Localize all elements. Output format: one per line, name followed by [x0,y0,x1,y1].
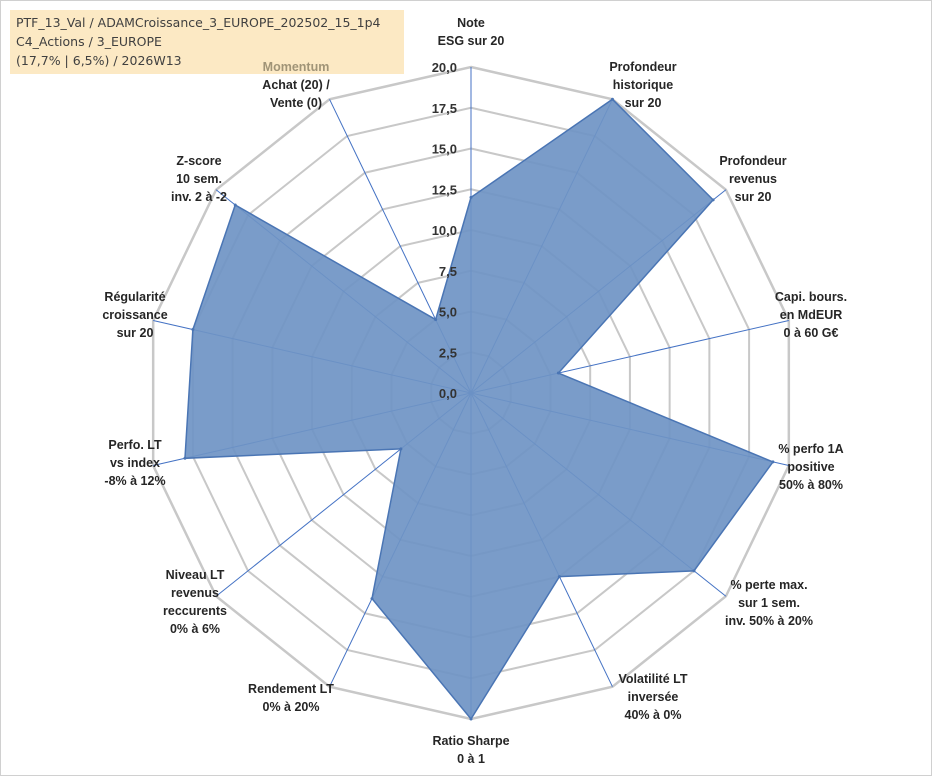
radar-series [183,97,775,721]
axis-label-group: Volatilité LT inversée 40% à 0% [619,672,688,722]
axis-label-group: Profondeur revenus sur 20 [719,154,786,204]
axis-label: Régularité [104,290,165,304]
axis-label: -8% à 12% [104,474,165,488]
axis-label: 0 à 1 [457,752,485,766]
series-point [191,328,195,332]
radial-tick-label: 15,0 [432,142,457,157]
axis-label: Profondeur [719,154,786,168]
axis-label: ESG sur 20 [438,34,505,48]
series-point [711,198,715,202]
axis-label-group: Z-score 10 sem. inv. 2 à -2 [171,154,227,204]
axis-label: Achat (20) / [262,78,330,92]
axis-label: Vente (0) [270,96,322,110]
radial-tick-label: 20,0 [432,60,457,75]
series-point [469,195,473,199]
axis-label: historique [613,78,673,92]
radial-tick-label: 2,5 [439,345,457,360]
axis-label-group: Momentum Achat (20) / Vente (0) [262,60,330,110]
portfolio-name: PTF_13_Val / ADAMCroissance_3_EUROPE_202… [16,15,381,30]
series-point [469,717,473,721]
axis-label: Capi. bours. [775,290,847,304]
radial-tick-label: 7,5 [439,264,457,279]
radial-tick-label: 5,0 [439,305,457,320]
radial-tick-label: 10,0 [432,223,457,238]
series-point [556,371,560,375]
axis-label: inversée [628,690,679,704]
series-point [692,569,696,573]
axis-label-group: Note ESG sur 20 [438,16,505,48]
axis-label: Niveau LT [166,568,225,582]
series-point [557,575,561,579]
axis-label-group: Régularité croissance sur 20 [102,290,167,340]
axis-label: 0% à 20% [263,700,320,714]
axis-label: inv. 2 à -2 [171,190,227,204]
radial-tick-label: 0,0 [439,386,457,401]
axis-label: revenus [171,586,219,600]
axis-label-group: Niveau LT revenus reccurents 0% à 6% [163,568,227,636]
axis-label: sur 1 sem. [738,596,800,610]
series-point [233,203,237,207]
radial-tick-label: 17,5 [432,101,457,116]
axis-label: positive [787,460,834,474]
axis-label-group: % perfo 1A positive 50% à 80% [778,442,843,492]
axis-labels: Note ESG sur 20 Profondeur historique sur 20… [102,16,847,766]
series-point [771,460,775,464]
axis-label: 50% à 80% [779,478,843,492]
axis-label: 10 sem. [176,172,222,186]
radial-tick-labels: 0,0 2,5 5,0 7,5 10,0 12,5 15,0 17,5 20,0 [432,60,457,401]
axis-label: sur 20 [625,96,662,110]
axis-label: 40% à 0% [625,708,682,722]
axis-label: sur 20 [735,190,772,204]
axis-label: 0 à 60 G€ [784,326,839,340]
axis-label: Note [457,16,485,30]
series-point [610,97,614,101]
axis-label: 0% à 6% [170,622,220,636]
axis-label: croissance [102,308,167,322]
axis-label: sur 20 [117,326,154,340]
axis-label: inv. 50% à 20% [725,614,813,628]
axis-label: % perfo 1A [778,442,843,456]
series-point [183,456,187,460]
axis-label: Volatilité LT [619,672,688,686]
axis-sublabel-momentum: Momentum [263,60,330,74]
axis-label-group: Ratio Sharpe 0 à 1 [432,734,509,766]
axis-label: Z-score [176,154,221,168]
performance-week: (17,7% | 6,5%) / 2026W13 [16,53,182,68]
axis-label-group: Perfo. LT vs index -8% à 12% [104,438,165,488]
asset-class: C4_Actions / 3_EUROPE [16,34,162,49]
radial-tick-label: 12,5 [432,182,457,197]
series-point [399,447,403,451]
axis-label: % perte max. [730,578,807,592]
axis-label: Perfo. LT [108,438,162,452]
series-area [184,98,775,721]
axis-label-group: % perte max. sur 1 sem. inv. 50% à 20% [725,578,813,628]
axis-label: revenus [729,172,777,186]
axis-label: Ratio Sharpe [432,734,509,748]
axis-label: vs index [110,456,160,470]
axis-label: reccurents [163,604,227,618]
series-point [370,597,374,601]
series-point [434,318,438,322]
axis-label-group: Rendement LT 0% à 20% [248,682,334,714]
axis-label-group: Profondeur historique sur 20 [609,60,676,110]
axis-label: Profondeur [609,60,676,74]
axis-label: Rendement LT [248,682,334,696]
axis-label: en MdEUR [780,308,843,322]
portfolio-info-box: PTF_13_Val / ADAMCroissance_3_EUROPE_202… [10,10,404,74]
axis-label-group: Capi. bours. en MdEUR 0 à 60 G€ [775,290,847,340]
